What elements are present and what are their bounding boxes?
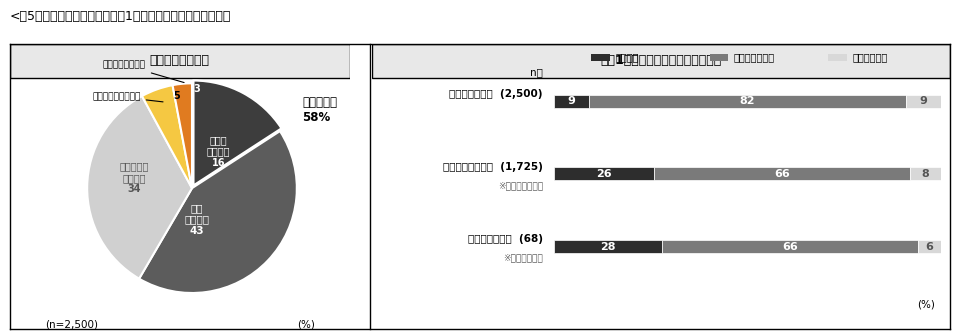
Text: ※ベース：学生: ※ベース：学生 <box>503 254 543 263</box>
Text: n＝: n＝ <box>530 67 543 77</box>
FancyBboxPatch shape <box>906 95 941 108</box>
Text: そう思う計
58%: そう思う計 58% <box>302 95 337 124</box>
Text: 参加していない: 参加していない <box>733 53 775 63</box>
Text: 66: 66 <box>782 242 798 252</box>
Text: 82: 82 <box>739 96 755 106</box>
FancyBboxPatch shape <box>588 95 906 108</box>
FancyBboxPatch shape <box>591 54 611 61</box>
Text: 3: 3 <box>194 84 201 93</box>
Text: 9: 9 <box>567 96 575 106</box>
Wedge shape <box>139 131 297 293</box>
Text: 6: 6 <box>925 242 933 252</box>
Text: どちらとも
いえない
34: どちらとも いえない 34 <box>120 161 149 194</box>
Text: やや
そう思う
43: やや そう思う 43 <box>184 203 209 236</box>
FancyBboxPatch shape <box>372 44 950 78</box>
Text: 参加した: 参加した <box>615 53 639 63</box>
Text: 直近1年間の防災訓練への参加経験: 直近1年間の防災訓練への参加経験 <box>601 54 722 67</box>
Text: 66: 66 <box>774 169 790 179</box>
Text: ※ベース：有職者: ※ベース：有職者 <box>498 181 543 190</box>
Text: 防災訓練の必要性: 防災訓練の必要性 <box>150 54 209 67</box>
FancyBboxPatch shape <box>662 240 918 253</box>
Text: 地域の防災訓練  (2,500): 地域の防災訓練 (2,500) <box>449 89 543 99</box>
Text: あまりそう思わない: あまりそう思わない <box>92 92 163 102</box>
FancyBboxPatch shape <box>655 167 910 180</box>
Wedge shape <box>173 83 192 188</box>
Text: 覚えていない: 覚えていない <box>852 53 887 63</box>
Text: 9: 9 <box>920 96 927 106</box>
FancyBboxPatch shape <box>10 44 349 78</box>
Text: 学校の防災訓練  (68): 学校の防災訓練 (68) <box>468 235 543 244</box>
FancyBboxPatch shape <box>910 167 941 180</box>
FancyBboxPatch shape <box>828 54 847 61</box>
Text: <図5＞防災訓練の必要性と直近1年間の参加経験（単一回答）: <図5＞防災訓練の必要性と直近1年間の参加経験（単一回答） <box>10 10 231 23</box>
FancyBboxPatch shape <box>554 240 662 253</box>
Text: 全くそう思わない: 全くそう思わない <box>103 60 184 83</box>
FancyBboxPatch shape <box>554 167 655 180</box>
Wedge shape <box>87 96 192 279</box>
Text: 5: 5 <box>173 91 180 101</box>
Wedge shape <box>142 85 192 188</box>
Wedge shape <box>194 81 281 185</box>
Text: 26: 26 <box>596 169 612 179</box>
Text: とても
そう思う
16: とても そう思う 16 <box>206 135 230 168</box>
Text: 28: 28 <box>600 242 615 252</box>
FancyBboxPatch shape <box>709 54 729 61</box>
Text: 8: 8 <box>922 169 929 179</box>
Text: (n=2,500): (n=2,500) <box>45 320 98 329</box>
FancyBboxPatch shape <box>918 240 941 253</box>
Text: 勤務先の防災訓練  (1,725): 勤務先の防災訓練 (1,725) <box>444 162 543 172</box>
FancyBboxPatch shape <box>554 95 588 108</box>
Text: (%): (%) <box>918 300 935 310</box>
Text: (%): (%) <box>297 320 315 329</box>
